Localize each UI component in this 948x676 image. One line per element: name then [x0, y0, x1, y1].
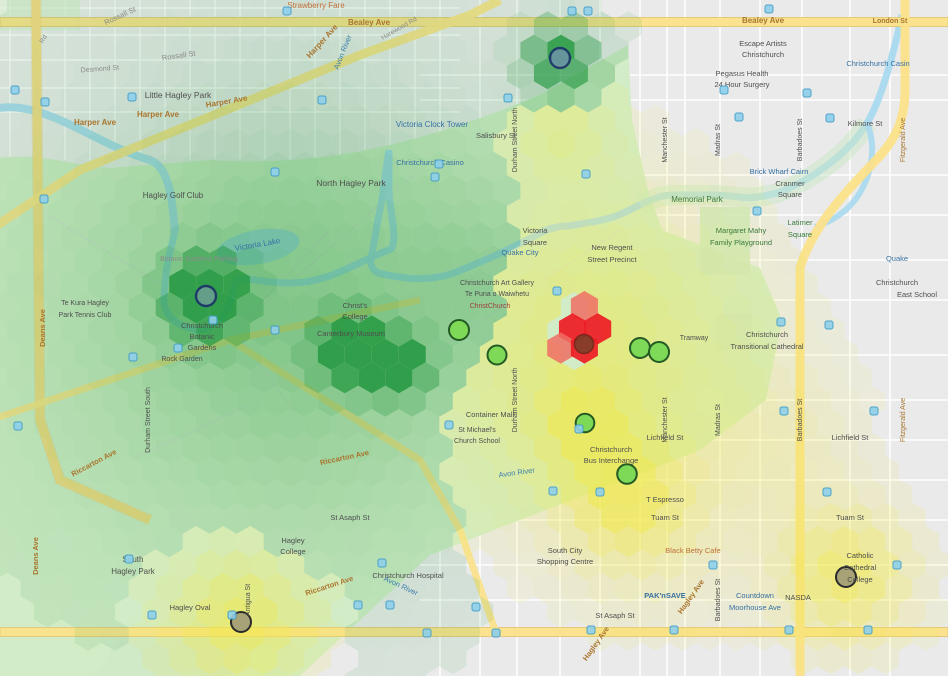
svg-text:North Hagley Park: North Hagley Park [316, 178, 386, 188]
svg-text:Cranmer: Cranmer [775, 179, 805, 188]
svg-text:Christchurch Art Gallery: Christchurch Art Gallery [460, 280, 534, 287]
svg-text:Christchurch Casin: Christchurch Casin [846, 59, 909, 68]
svg-text:Botanic Gardens Parking: Botanic Gardens Parking [160, 256, 238, 263]
svg-text:Escape Artists: Escape Artists [739, 39, 787, 48]
svg-text:Barbadoes St: Barbadoes St [797, 399, 804, 441]
svg-text:Square: Square [788, 230, 812, 239]
svg-text:Christchurch Hospital: Christchurch Hospital [372, 571, 444, 580]
svg-text:Bealey Ave: Bealey Ave [742, 16, 785, 25]
svg-text:Park Tennis Club: Park Tennis Club [59, 312, 112, 319]
svg-text:Moorhouse Ave: Moorhouse Ave [729, 603, 781, 612]
svg-text:Deans Ave: Deans Ave [31, 537, 40, 575]
svg-text:Quake: Quake [886, 254, 908, 263]
svg-text:Transitional Cathedral: Transitional Cathedral [730, 342, 803, 351]
svg-text:Madras St: Madras St [715, 124, 722, 156]
svg-text:Christchurch: Christchurch [876, 278, 918, 287]
svg-text:College: College [280, 547, 305, 556]
svg-text:Gardens: Gardens [188, 343, 217, 352]
svg-text:South City: South City [548, 546, 583, 555]
svg-text:Kilmore St: Kilmore St [848, 119, 884, 128]
svg-text:Hagley Oval: Hagley Oval [170, 603, 211, 612]
svg-text:New Regent: New Regent [591, 243, 633, 252]
svg-text:Lichfield St: Lichfield St [832, 433, 870, 442]
svg-text:Family Playground: Family Playground [710, 238, 772, 247]
svg-text:Brick Wharf Cairn: Brick Wharf Cairn [750, 167, 809, 176]
svg-text:Shopping Centre: Shopping Centre [537, 557, 593, 566]
svg-text:Durham Street South: Durham Street South [145, 387, 152, 453]
svg-text:Salisbury St: Salisbury St [476, 131, 517, 140]
svg-text:T Espresso: T Espresso [646, 495, 684, 504]
svg-text:Church School: Church School [454, 438, 500, 445]
svg-text:Tuam St: Tuam St [651, 513, 680, 522]
svg-text:Pegasus Health: Pegasus Health [716, 69, 769, 78]
svg-text:Little Hagley Park: Little Hagley Park [145, 90, 212, 100]
svg-text:Memorial Park: Memorial Park [671, 195, 724, 204]
svg-text:Catholic: Catholic [846, 551, 873, 560]
svg-text:Bus Interchange: Bus Interchange [584, 456, 639, 465]
svg-text:Quake City: Quake City [501, 248, 538, 257]
svg-text:Christ's: Christ's [343, 301, 368, 310]
svg-text:Square: Square [523, 238, 547, 247]
svg-text:Canterbury Museum: Canterbury Museum [317, 329, 385, 338]
svg-text:Victoria: Victoria [523, 226, 549, 235]
svg-text:College: College [342, 312, 367, 321]
svg-text:Victoria Clock Tower: Victoria Clock Tower [396, 120, 469, 129]
svg-text:Hagley Golf Club: Hagley Golf Club [143, 191, 204, 200]
svg-text:Tramway: Tramway [680, 335, 709, 342]
svg-text:Barbadoes St: Barbadoes St [797, 119, 804, 161]
svg-text:Antigua St: Antigua St [245, 584, 252, 616]
svg-text:Hagley Park: Hagley Park [111, 567, 156, 576]
svg-text:St Asaph St: St Asaph St [595, 611, 635, 620]
svg-text:NASDA: NASDA [785, 593, 811, 602]
svg-text:Square: Square [778, 190, 802, 199]
svg-text:Te Puna o Waiwhetu: Te Puna o Waiwhetu [465, 291, 529, 298]
svg-text:Christchurch: Christchurch [746, 330, 788, 339]
svg-text:Tuam St: Tuam St [836, 513, 865, 522]
svg-text:Christchurch: Christchurch [742, 50, 784, 59]
svg-text:Christchurch: Christchurch [590, 445, 632, 454]
svg-text:St Michael's: St Michael's [458, 427, 496, 434]
svg-text:Rock Garden: Rock Garden [161, 356, 202, 363]
svg-text:Manchester St: Manchester St [662, 117, 669, 162]
svg-text:Botanic: Botanic [189, 332, 214, 341]
svg-text:College: College [847, 575, 872, 584]
svg-text:Fitzgerald Ave: Fitzgerald Ave [900, 398, 907, 442]
svg-text:Hagley: Hagley [281, 536, 305, 545]
svg-text:Harper Ave: Harper Ave [74, 118, 117, 127]
svg-text:ChristChurch: ChristChurch [470, 303, 511, 310]
svg-text:East School: East School [897, 290, 937, 299]
svg-text:PAK'nSAVE: PAK'nSAVE [644, 591, 686, 600]
svg-text:Durham Street North: Durham Street North [512, 108, 519, 173]
svg-text:Strawberry Fare: Strawberry Fare [287, 1, 345, 10]
svg-text:Bealey Ave: Bealey Ave [348, 18, 391, 27]
svg-text:Durham Street North: Durham Street North [512, 368, 519, 433]
svg-text:Latimer: Latimer [787, 218, 813, 227]
svg-text:Container Mall: Container Mall [466, 410, 515, 419]
svg-text:Harper Ave: Harper Ave [137, 110, 180, 119]
svg-text:Lichfield St: Lichfield St [647, 433, 685, 442]
svg-text:Countdown: Countdown [736, 591, 774, 600]
svg-text:Fitzgerald Ave: Fitzgerald Ave [900, 118, 907, 162]
svg-text:Barbadoes St: Barbadoes St [715, 579, 722, 621]
svg-text:Margaret Mahy: Margaret Mahy [716, 226, 767, 235]
svg-text:St Asaph St: St Asaph St [330, 513, 370, 522]
svg-text:Christchurch Casino: Christchurch Casino [396, 158, 464, 167]
svg-text:Te Kura Hagley: Te Kura Hagley [61, 300, 109, 307]
svg-text:Cathedral: Cathedral [844, 563, 877, 572]
svg-text:Deans Ave: Deans Ave [38, 309, 47, 347]
svg-text:London St: London St [873, 18, 908, 25]
svg-text:Madras St: Madras St [715, 404, 722, 436]
svg-text:Black Betty Cafe: Black Betty Cafe [665, 546, 720, 555]
svg-text:Street Precinct: Street Precinct [587, 255, 637, 264]
